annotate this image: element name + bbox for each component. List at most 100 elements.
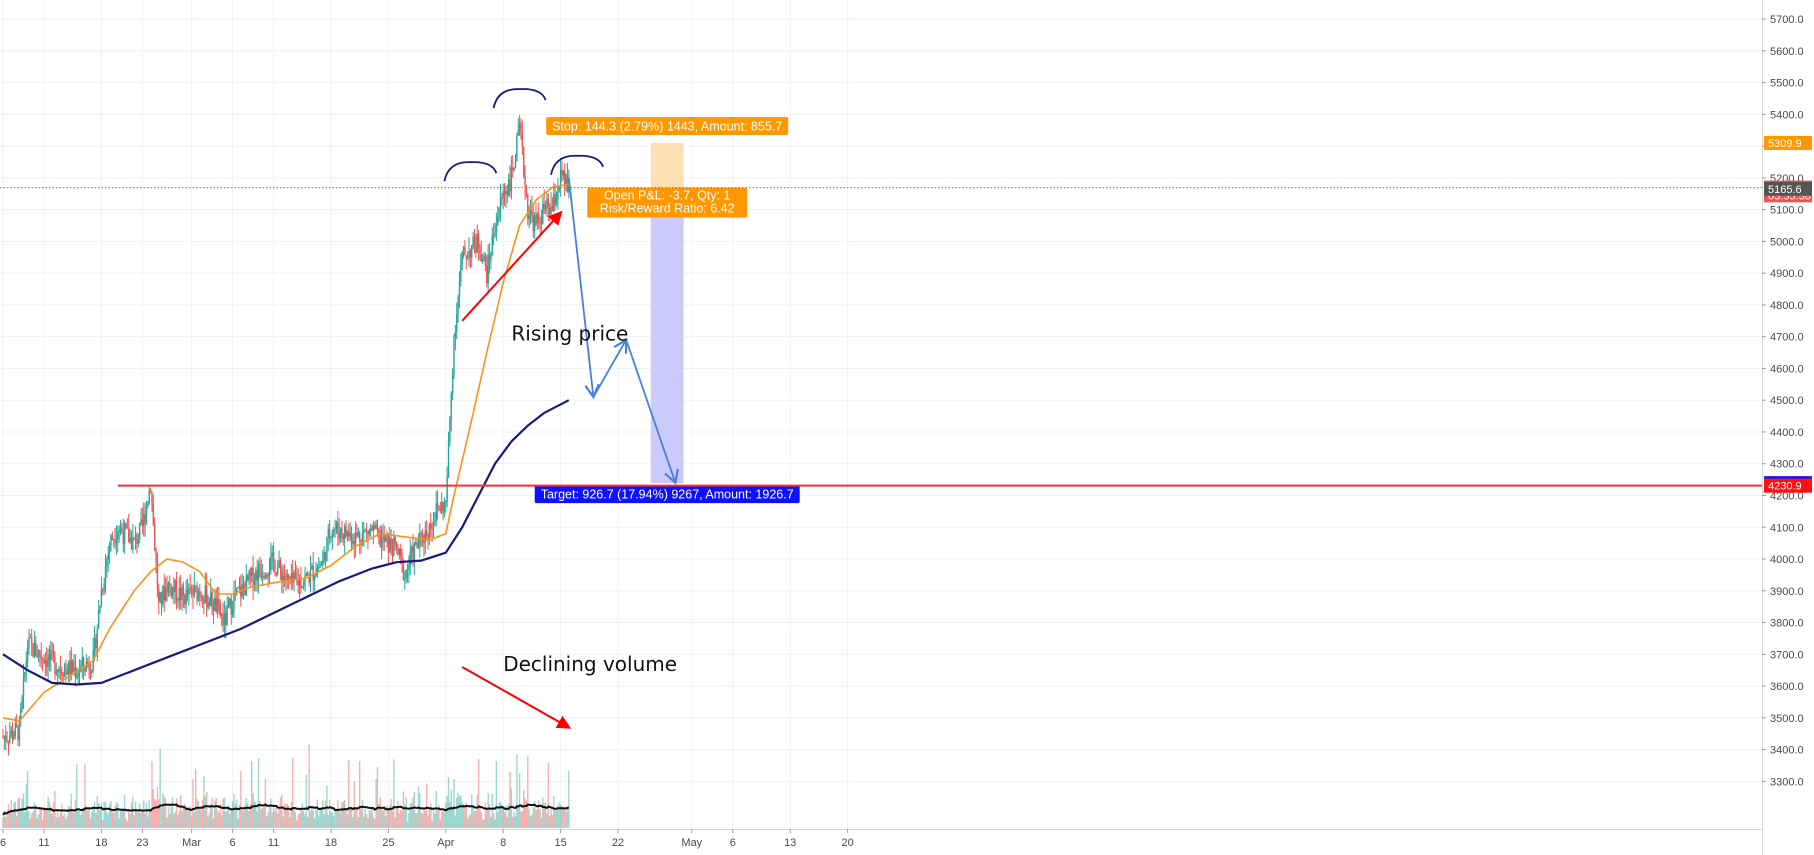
price-axis[interactable]: 3300.0 3400.0 3500.0 3600.0 3700.0 3800.0 3900…: [1762, 0, 1814, 855]
candle-body: [138, 522, 141, 539]
candle-body: [32, 643, 34, 657]
target-label[interactable]: Target: 926.7 (17.94%) 9267, Amount: 192…: [534, 485, 800, 504]
candle-body: [316, 567, 319, 575]
volume-bar: [169, 813, 171, 828]
volume-bar: [520, 811, 522, 828]
volume-bar: [416, 813, 418, 828]
volume-bar: [506, 817, 508, 828]
volume-bar: [398, 813, 401, 828]
price-tick-label: 3900.0: [1770, 586, 1804, 598]
target-zone: [650, 187, 684, 484]
volume-bar: [163, 796, 165, 828]
volume-bar: [21, 798, 23, 828]
volume-bar: [539, 809, 541, 828]
candle-body: [427, 535, 429, 539]
candle-body: [143, 514, 145, 526]
candle-body: [507, 179, 510, 195]
candle-body: [246, 575, 249, 581]
candle-body: [76, 675, 78, 678]
candle-body: [164, 587, 167, 601]
volume-bar: [497, 812, 499, 828]
volume-bar: [279, 797, 282, 828]
candle-body: [349, 532, 351, 537]
candle-body: [178, 588, 180, 601]
volume-bar: [141, 811, 144, 828]
volume-bar: [31, 813, 33, 828]
volume-bar: [115, 801, 118, 828]
volume-bar: [365, 814, 368, 828]
volume-bar: [125, 818, 127, 828]
volume-bar: [122, 808, 124, 828]
volume-bar: [346, 814, 349, 828]
volume-bar: [289, 817, 291, 828]
candle-body: [302, 582, 305, 587]
volume-bar: [226, 806, 228, 828]
volume-bar: [480, 812, 483, 828]
candle-body: [484, 255, 487, 266]
volume-bar: [491, 793, 493, 828]
candle-body: [2, 736, 4, 738]
candle-body: [24, 672, 26, 678]
short-position-tool[interactable]: Stop: 144.3 (2.79%) 1443, Amount: 855.7 O…: [534, 116, 800, 504]
volume-bar: [287, 805, 290, 828]
volume-bar: [536, 809, 539, 828]
candle-body: [462, 246, 465, 252]
volume-bar: [283, 803, 286, 828]
volume-bar: [32, 811, 34, 828]
candle-body: [226, 605, 228, 625]
volume-bar: [441, 811, 443, 828]
volume-bar: [449, 802, 451, 828]
candle-body: [334, 529, 336, 531]
candle-body: [147, 503, 149, 507]
candle-body: [195, 585, 197, 587]
candle-body: [26, 647, 29, 662]
candle-body: [398, 548, 401, 555]
candle-body: [255, 570, 257, 581]
candle-body: [322, 559, 324, 565]
volume-bar: [535, 809, 537, 828]
drawings[interactable]: Rising price Declining volume: [443, 88, 679, 729]
moving-average-slow: [2, 399, 570, 686]
stop-label[interactable]: Stop: 144.3 (2.79%) 1443, Amount: 855.7: [546, 116, 789, 135]
candle-body: [361, 533, 364, 546]
volume-bar: [197, 800, 200, 828]
candle-body: [237, 587, 239, 589]
price-tick-label: 4700.0: [1770, 332, 1804, 344]
candle-body: [391, 549, 394, 556]
volume-bar: [338, 810, 340, 828]
price-label-bg: [1764, 181, 1812, 196]
volume-bar: [177, 814, 179, 828]
candle-body: [88, 664, 90, 670]
volume-bar: [307, 816, 309, 828]
price-tick-label: 5600.0: [1770, 46, 1804, 58]
stop-label-text: Stop: 144.3 (2.79%) 1443, Amount: 855.7: [552, 119, 782, 133]
volume-bar: [420, 812, 422, 828]
volume-bar: [186, 807, 189, 828]
horizontal-lines[interactable]: [0, 187, 1762, 487]
candle-body: [121, 528, 123, 533]
candle-body: [494, 233, 496, 236]
time-axis[interactable]: 6 11 18 23 Mar 6 11 18 25 Apr 8 15 22 May 6 13 20: [0, 829, 1762, 855]
candle-body: [542, 203, 544, 224]
candle-body: [108, 544, 111, 553]
candle-body: [47, 655, 49, 667]
candle-body: [184, 595, 186, 605]
volume-bar: [136, 809, 138, 828]
price-tick-label: 5500.0: [1770, 78, 1804, 90]
volume-bar: [130, 802, 133, 828]
rising-price-label: Rising price: [511, 322, 628, 346]
candle-body: [348, 531, 350, 537]
volume-bar: [13, 802, 15, 828]
volume-bar: [501, 804, 503, 828]
time-tick-label: 18: [95, 837, 107, 849]
candle-body: [509, 179, 511, 192]
volume-bar: [214, 800, 216, 828]
volume-bar: [562, 809, 565, 828]
candle-body: [159, 592, 161, 602]
volume-bar: [442, 811, 444, 828]
volume-bar: [145, 802, 148, 828]
candle-body: [175, 580, 178, 601]
volume-bar: [248, 811, 250, 828]
